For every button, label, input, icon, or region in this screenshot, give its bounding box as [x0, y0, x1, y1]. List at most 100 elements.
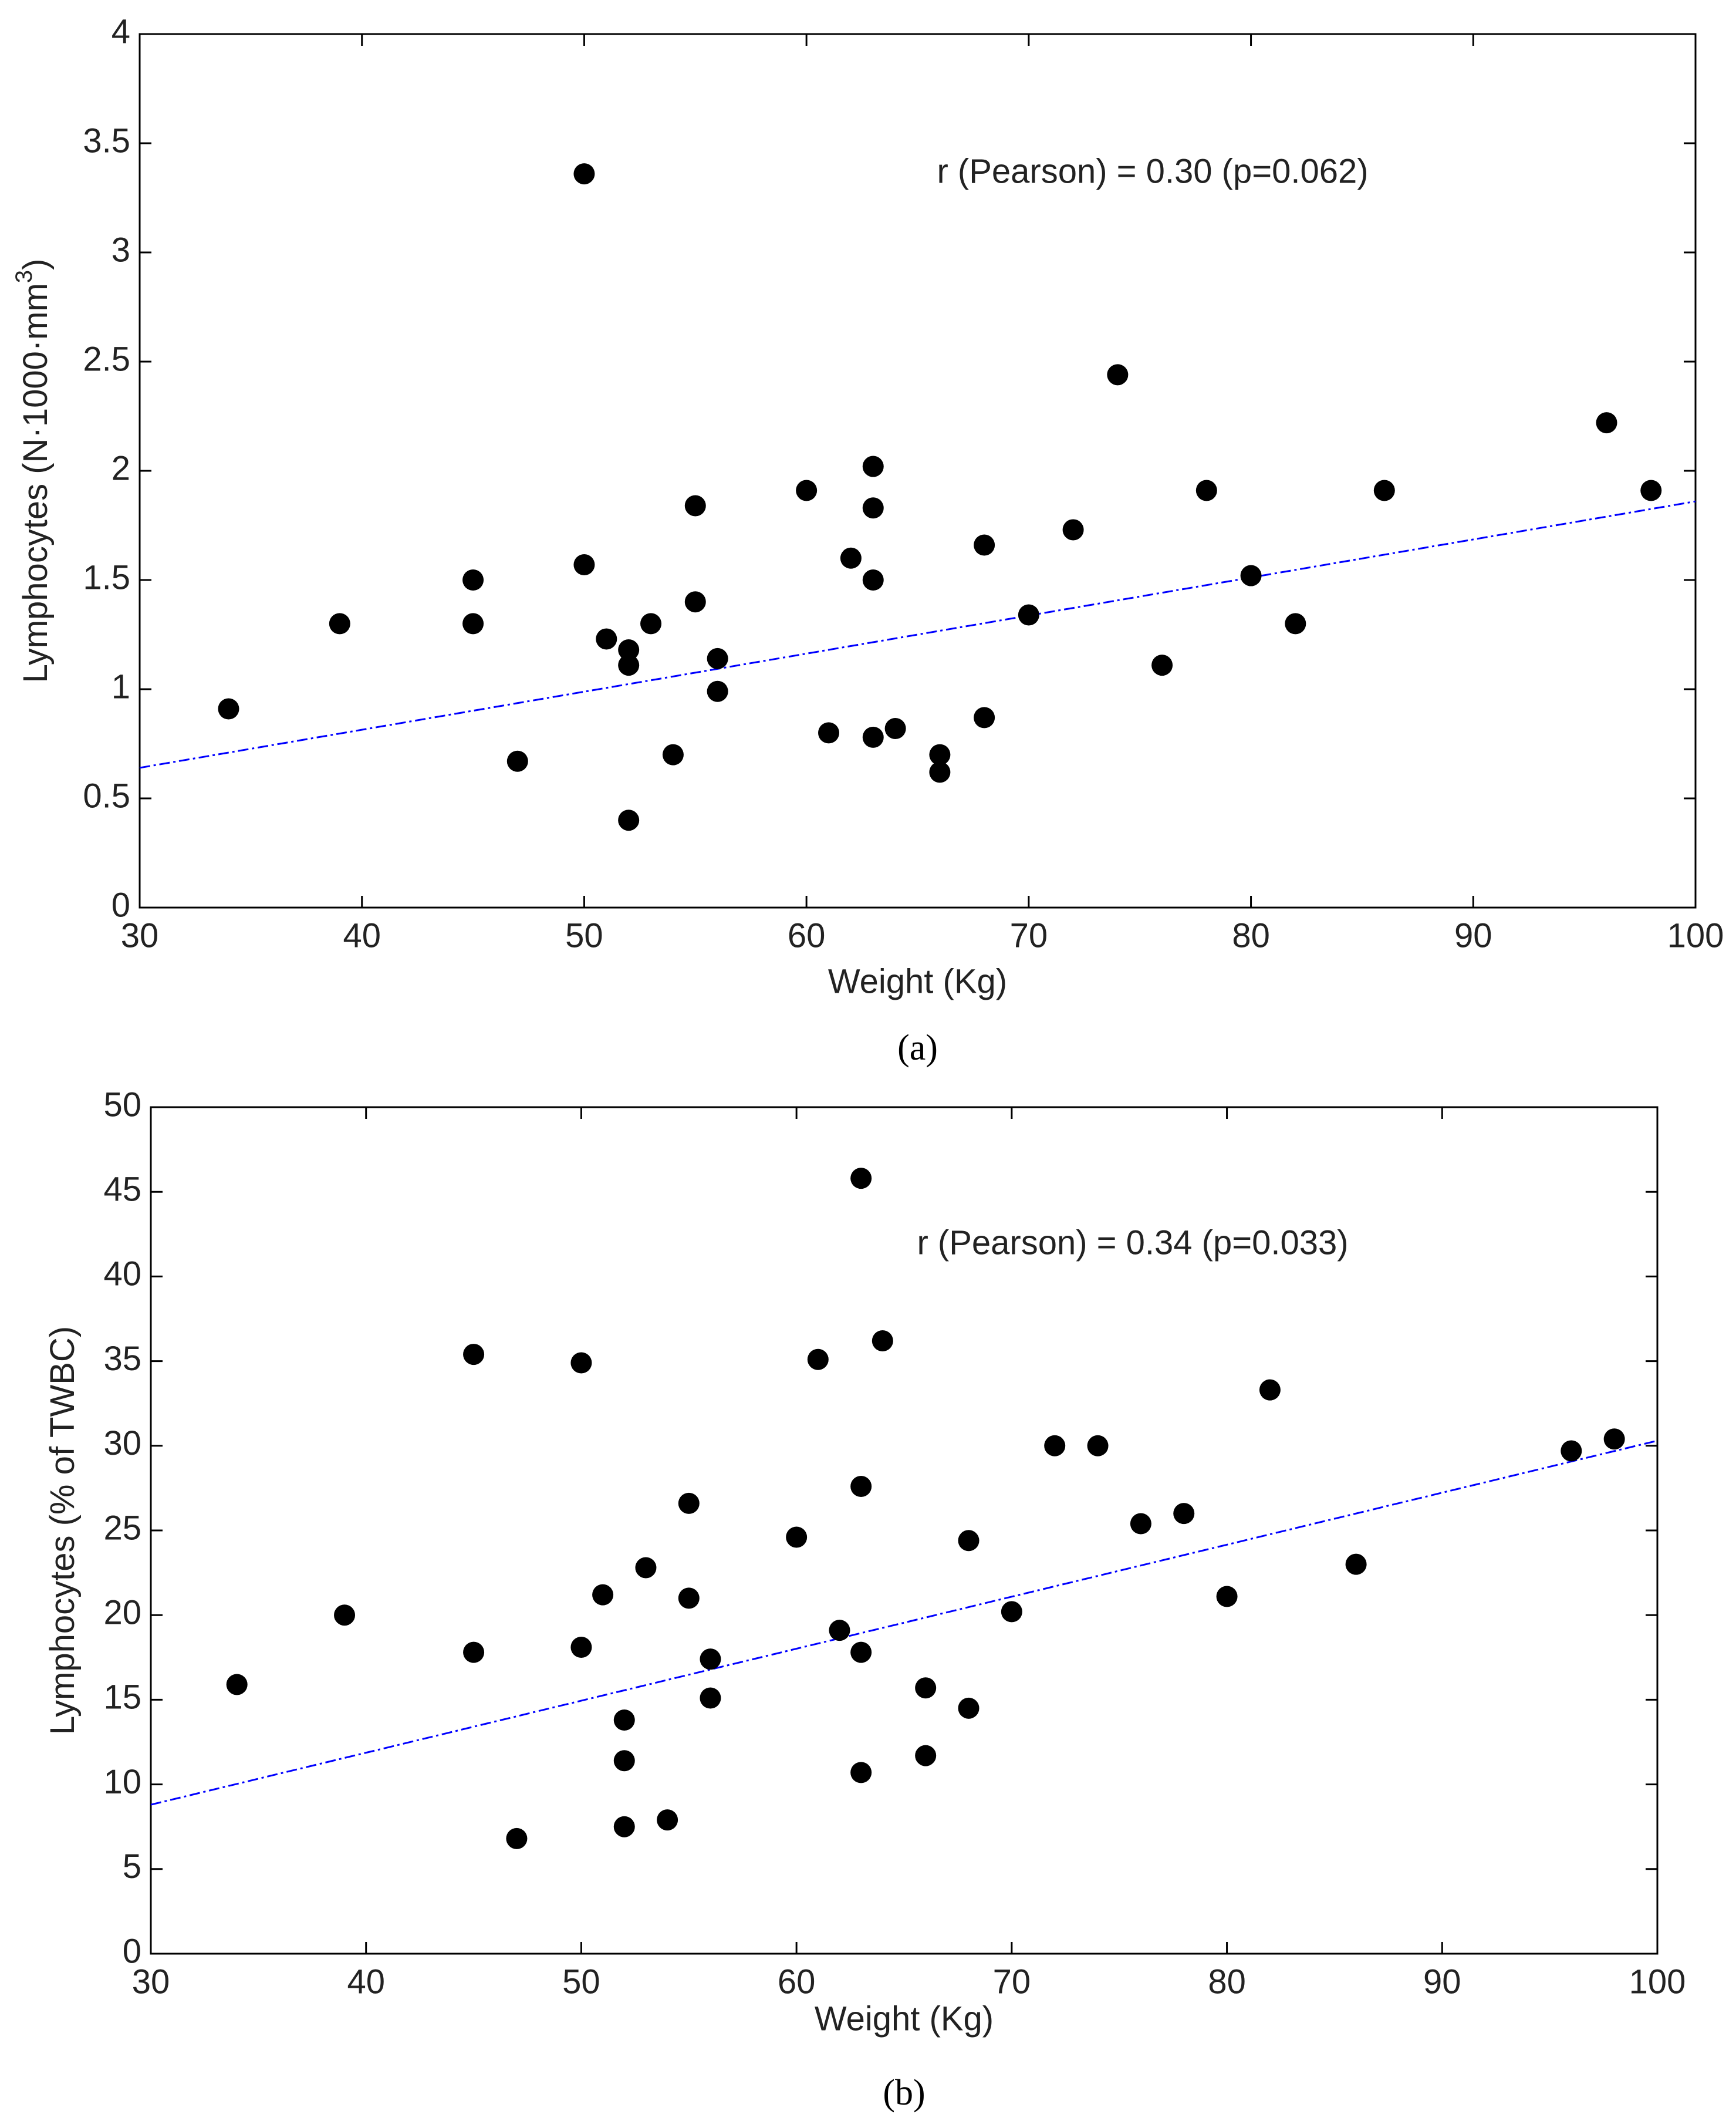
x-tick-label: 60: [788, 916, 826, 955]
data-point: [929, 761, 951, 783]
data-point: [462, 569, 484, 591]
data-point: [1087, 1435, 1109, 1456]
data-point: [1107, 364, 1129, 386]
x-axis-label: Weight (Kg): [815, 1999, 994, 2038]
data-point: [786, 1526, 808, 1548]
y-tick-label: 1.5: [83, 558, 130, 596]
y-tick-label: 45: [103, 1171, 141, 1209]
data-point: [678, 1587, 700, 1609]
data-point: [329, 613, 350, 635]
data-point: [1151, 655, 1173, 676]
data-point: [700, 1648, 721, 1670]
data-point: [850, 1641, 872, 1663]
y-axis-label: Lymphocytes (% of TWBC): [43, 1326, 82, 1735]
x-tick-label: 30: [132, 1962, 170, 2001]
data-point: [226, 1674, 248, 1695]
data-point: [1285, 613, 1306, 635]
data-point: [707, 680, 728, 702]
plot-frame: [139, 33, 1697, 909]
data-point: [506, 1827, 528, 1849]
y-tick-label: 2: [112, 449, 130, 487]
fit-line: [139, 500, 1696, 769]
data-point: [915, 1677, 937, 1699]
data-point: [635, 1557, 657, 1579]
x-tick-label: 90: [1454, 916, 1492, 955]
data-point: [613, 1709, 635, 1731]
data-point: [1259, 1379, 1281, 1401]
data-point: [618, 655, 640, 676]
data-point: [573, 554, 595, 575]
y-tick-label: 10: [103, 1763, 141, 1801]
data-point: [463, 1641, 485, 1663]
data-point: [915, 1745, 937, 1766]
data-point: [829, 1620, 850, 1641]
caption: (a): [897, 1028, 938, 1068]
y-tick-label: 3: [112, 231, 130, 269]
x-axis-label: Weight (Kg): [828, 962, 1007, 1000]
x-tick-label: 50: [565, 916, 603, 955]
y-tick-label: 35: [103, 1340, 141, 1378]
x-tick-label: 90: [1423, 1962, 1461, 2001]
data-point: [462, 613, 484, 635]
data-point: [662, 744, 684, 766]
x-tick-label: 70: [1010, 916, 1048, 955]
x-tick-label: 50: [562, 1962, 600, 2001]
data-point: [884, 717, 906, 739]
x-tick-label: 40: [347, 1962, 385, 2001]
y-tick-label: 1: [112, 667, 130, 706]
annotation: r (Pearson) = 0.34 (p=0.033): [917, 1223, 1348, 1262]
data-point: [592, 1584, 614, 1606]
annotation: r (Pearson) = 0.30 (p=0.062): [937, 152, 1368, 190]
y-tick-label: 50: [103, 1085, 141, 1124]
y-axis-label-part: Lymphocytes (% of TWBC): [43, 1326, 82, 1735]
data-point: [506, 750, 528, 772]
data-point: [640, 613, 662, 635]
data-point: [1216, 1586, 1238, 1607]
data-point: [807, 1348, 829, 1370]
data-point: [684, 495, 706, 517]
data-point: [613, 1816, 635, 1837]
plot-frame: [150, 1106, 1659, 1955]
data-point: [700, 1687, 721, 1709]
data-point: [1561, 1440, 1582, 1462]
data-point: [1603, 1428, 1625, 1450]
data-point: [463, 1344, 485, 1365]
y-tick-label: 25: [103, 1509, 141, 1547]
data-point: [818, 722, 840, 744]
x-tick-label: 100: [1629, 1962, 1686, 2001]
data-point: [618, 639, 640, 661]
data-point: [1596, 412, 1617, 434]
y-tick-label: 0: [112, 886, 130, 924]
data-point: [796, 480, 818, 501]
data-point: [1018, 604, 1039, 626]
data-point: [862, 726, 884, 748]
data-point: [684, 591, 706, 613]
y-tick-label: 0.5: [83, 777, 130, 815]
data-point: [958, 1530, 980, 1552]
data-point: [1240, 565, 1262, 586]
data-point: [862, 569, 884, 591]
data-point: [850, 1476, 872, 1498]
data-point: [707, 648, 728, 669]
data-point: [618, 810, 640, 831]
data-point: [570, 1636, 592, 1658]
x-tick-label: 100: [1667, 916, 1724, 955]
data-point: [1001, 1601, 1022, 1623]
y-tick-label: 40: [103, 1255, 141, 1293]
y-tick-label: 30: [103, 1424, 141, 1462]
y-axis-label-part: Lymphocytes (N·1000·mm: [16, 283, 55, 683]
y-tick-label: 20: [103, 1594, 141, 1632]
data-point: [862, 456, 884, 477]
data-point: [596, 628, 617, 650]
data-point: [1173, 1503, 1195, 1525]
data-point: [1195, 480, 1217, 501]
data-point: [840, 547, 862, 569]
data-point: [613, 1750, 635, 1772]
data-point: [1373, 480, 1395, 501]
x-tick-label: 60: [778, 1962, 816, 2001]
y-axis-label-part: 3: [11, 270, 37, 283]
data-point: [1062, 519, 1084, 541]
data-point: [218, 698, 239, 720]
data-point: [678, 1492, 700, 1514]
